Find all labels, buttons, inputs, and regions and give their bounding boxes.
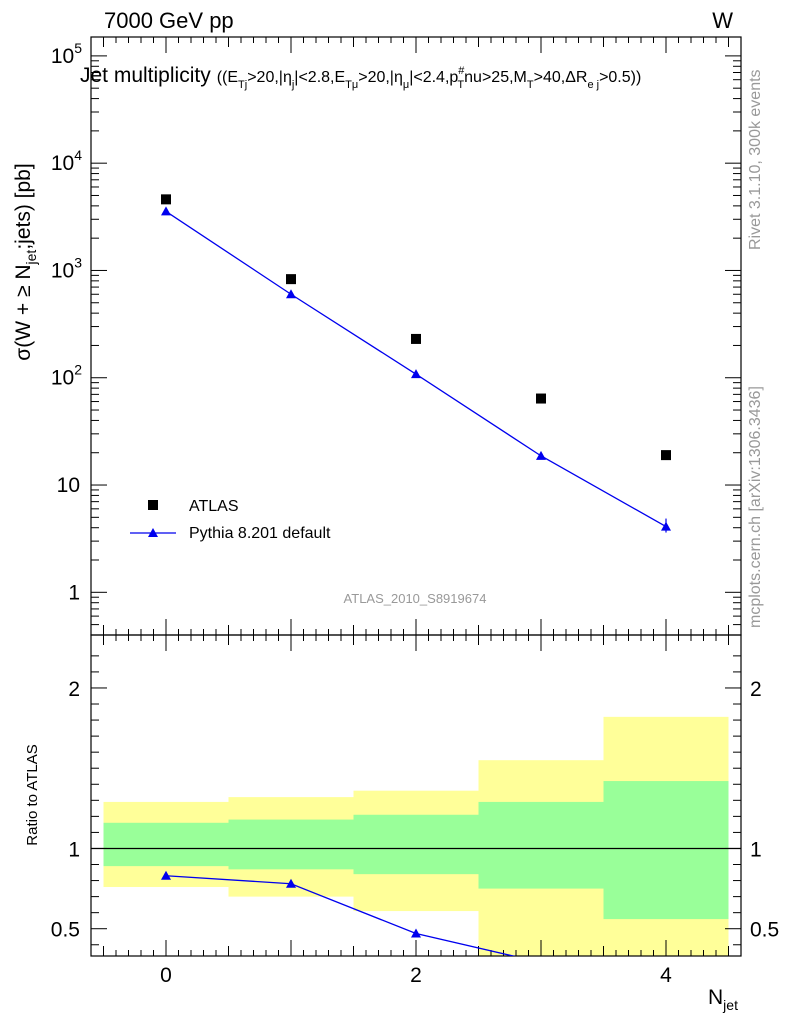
legend-atlas-marker bbox=[148, 500, 158, 510]
pythia-point bbox=[286, 289, 296, 299]
ratio-green-band bbox=[353, 814, 479, 875]
y-tick-label: 105 bbox=[51, 40, 82, 68]
ratio-point bbox=[286, 878, 296, 888]
atlas-point bbox=[286, 274, 296, 285]
y-tick-label: 103 bbox=[51, 254, 82, 282]
ratio-point bbox=[161, 870, 171, 880]
legend-pythia-label: Pythia 8.201 default bbox=[189, 525, 331, 542]
chart-title-main: Jet multiplicity bbox=[80, 64, 211, 87]
ratio-y-tick-label-right: 2 bbox=[750, 678, 762, 701]
legend-atlas-label: ATLAS bbox=[189, 498, 239, 515]
y-tick-label: 1 bbox=[68, 581, 80, 604]
x-tick-label: 2 bbox=[410, 964, 422, 987]
y-tick-label: 10 bbox=[57, 474, 80, 497]
ratio-y-tick-label: 1 bbox=[68, 838, 80, 861]
x-tick-label: 0 bbox=[160, 964, 172, 987]
ratio-green-band bbox=[603, 781, 729, 920]
analysis-label: ATLAS_2010_S8919674 bbox=[344, 591, 487, 606]
legend-pythia-marker bbox=[148, 528, 158, 537]
ratio-y-tick-label: 0.5 bbox=[51, 919, 80, 942]
ratio-green-band bbox=[228, 819, 354, 870]
ratio-y-tick-label: 2 bbox=[68, 678, 80, 701]
legend: ATLAS Pythia 8.201 default bbox=[130, 498, 331, 542]
atlas-point bbox=[411, 333, 421, 344]
pythia-point bbox=[536, 450, 546, 460]
ratio-ylabel: Ratio to ATLAS bbox=[24, 744, 41, 845]
rivet-label: Rivet 3.1.10, 300k events bbox=[747, 69, 764, 250]
ratio-y-tick-label-right: 1 bbox=[750, 838, 762, 861]
main-panel: 1 10 102 103 104 105 bbox=[51, 36, 742, 651]
atlas-point bbox=[161, 194, 171, 205]
chart-title: Jet multiplicity ((ETj>20,|ηj|<2.8,ETμ>20… bbox=[80, 64, 641, 91]
ratio-point bbox=[411, 928, 421, 938]
mcplots-label: mcplots.cern.ch [arXiv:1306.3436] bbox=[747, 386, 764, 628]
pythia-point bbox=[161, 206, 171, 216]
pythia-point bbox=[411, 369, 421, 379]
atlas-point bbox=[661, 450, 671, 461]
ratio-green-band bbox=[103, 822, 229, 867]
xlabel: Njet bbox=[708, 986, 738, 1013]
y-tick-label: 104 bbox=[51, 147, 82, 175]
main-ylabel: σ(W + ≥ Njet;jets) [pb] bbox=[12, 163, 39, 360]
atlas-point bbox=[536, 393, 546, 404]
pythia-line bbox=[165, 210, 667, 528]
ratio-green-band bbox=[478, 801, 604, 889]
x-tick-label: 4 bbox=[660, 964, 672, 987]
ratio-y-tick-label-right: 0.5 bbox=[750, 919, 779, 942]
ratio-panel: 0 2 4 0.5 0.5 1 1 2 2 bbox=[51, 634, 779, 987]
header-left: 7000 GeV pp bbox=[104, 8, 234, 33]
y-tick-label: 102 bbox=[51, 362, 82, 390]
header-right: W bbox=[712, 8, 733, 33]
